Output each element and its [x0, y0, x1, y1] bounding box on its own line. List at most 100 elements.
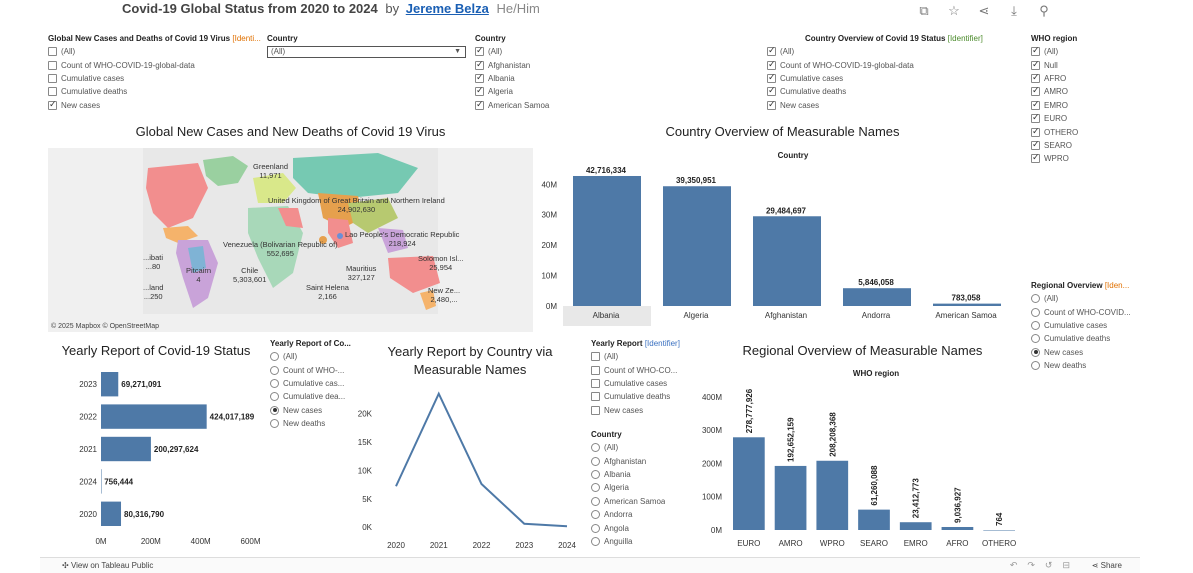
radio-item[interactable]: New deaths [270, 417, 351, 430]
radio-item[interactable]: Albania [591, 468, 665, 481]
checkbox-item[interactable]: Albania [475, 72, 549, 85]
radio-button[interactable] [1031, 307, 1040, 317]
bar[interactable] [753, 216, 821, 306]
checkbox-item[interactable]: New cases [767, 99, 983, 112]
checkbox-item[interactable]: Algeria [475, 85, 549, 98]
bar[interactable] [573, 175, 641, 306]
checkbox[interactable] [475, 59, 484, 70]
checkbox[interactable] [1031, 59, 1040, 70]
checkbox-item[interactable]: Afghanistan [475, 58, 549, 71]
checkbox[interactable] [48, 47, 57, 57]
checkbox[interactable] [1031, 99, 1040, 110]
author-link[interactable]: Jereme Belza [405, 1, 489, 16]
radio-button[interactable] [270, 378, 279, 388]
radio-button[interactable] [270, 392, 279, 402]
checkbox-item[interactable]: Cumulative deaths [767, 85, 983, 98]
checkbox[interactable] [767, 59, 776, 70]
checkbox-item[interactable]: New cases [48, 99, 261, 112]
bar[interactable] [101, 372, 119, 397]
checkbox-item[interactable]: Cumulative deaths [48, 85, 261, 98]
radio-button[interactable] [270, 352, 279, 362]
radio-button[interactable] [270, 419, 279, 429]
checkbox-item[interactable]: Count of WHO-COVID-19-global-data [767, 58, 983, 71]
bar[interactable] [941, 526, 974, 530]
checkbox[interactable] [475, 72, 484, 83]
checkbox-item[interactable]: Cumulative cases [767, 72, 983, 85]
radio-item[interactable]: Afghanistan [591, 454, 665, 467]
radio-item[interactable]: New cases [270, 404, 351, 417]
checkbox[interactable] [1031, 85, 1040, 97]
checkbox[interactable] [1031, 126, 1040, 137]
checkbox-item[interactable]: EMRO [1031, 99, 1078, 112]
checkbox-item[interactable]: (All) [591, 350, 680, 363]
bar[interactable] [933, 303, 1001, 306]
checkbox[interactable] [475, 99, 484, 110]
radio-button[interactable] [270, 405, 279, 415]
checkbox[interactable] [591, 405, 600, 415]
radio-button[interactable] [270, 365, 279, 375]
share-icon[interactable]: ⋖ [978, 3, 990, 18]
radio-button[interactable] [591, 469, 600, 479]
checkbox-item[interactable]: Cumulative deaths [591, 390, 680, 403]
checkbox[interactable] [475, 45, 484, 57]
checkbox[interactable] [1031, 45, 1040, 57]
radio-item[interactable]: Andorra [591, 508, 665, 521]
checkbox-item[interactable]: EURO [1031, 112, 1078, 125]
bar[interactable] [733, 437, 765, 530]
radio-item[interactable]: New cases [1031, 346, 1131, 359]
checkbox[interactable] [1031, 152, 1040, 164]
share-button[interactable]: ⋖ Share [1092, 561, 1122, 570]
checkbox-item[interactable]: Null [1031, 58, 1078, 71]
checkbox[interactable] [767, 72, 776, 83]
checkbox-item[interactable]: WPRO [1031, 152, 1078, 165]
checkbox-item[interactable]: (All) [1031, 45, 1078, 58]
checkbox-item[interactable]: AMRO [1031, 85, 1078, 98]
bar[interactable] [663, 186, 731, 306]
checkbox-item[interactable]: SEARO [1031, 139, 1078, 152]
checkbox-item[interactable]: (All) [48, 45, 261, 58]
radio-button[interactable] [591, 456, 600, 466]
download-icon[interactable]: ⤓ [1011, 3, 1017, 18]
bar[interactable] [899, 522, 932, 530]
checkbox[interactable] [767, 85, 776, 97]
checkbox-item[interactable]: Cumulative cases [48, 72, 261, 85]
checkbox-item[interactable]: American Samoa [475, 99, 549, 112]
radio-item[interactable]: Cumulative dea... [270, 390, 351, 403]
radio-button[interactable] [591, 443, 600, 453]
checkbox[interactable] [475, 85, 484, 97]
view-on-tableau-link[interactable]: ✣ View on Tableau Public [62, 561, 153, 570]
radio-item[interactable]: Anguilla [591, 535, 665, 548]
checkbox[interactable] [591, 365, 600, 375]
radio-button[interactable] [591, 483, 600, 493]
checkbox-item[interactable]: AFRO [1031, 72, 1078, 85]
checkbox-item[interactable]: OTHERO [1031, 125, 1078, 138]
radio-item[interactable]: Count of WHO-COVID... [1031, 305, 1131, 318]
series-line[interactable] [395, 391, 568, 528]
radio-button[interactable] [1031, 334, 1040, 344]
checkbox[interactable] [767, 45, 776, 57]
radio-button[interactable] [591, 536, 600, 546]
radio-button[interactable] [1031, 347, 1040, 357]
radio-button[interactable] [591, 496, 600, 506]
checkbox[interactable] [48, 73, 57, 83]
checkbox-item[interactable]: Count of WHO-COVID-19-global-data [48, 58, 261, 71]
checkbox[interactable] [1031, 72, 1040, 83]
checkbox-item[interactable]: Count of WHO-CO... [591, 363, 680, 376]
radio-item[interactable]: Algeria [591, 481, 665, 494]
bar[interactable] [983, 529, 1015, 531]
checkbox-item[interactable]: (All) [767, 45, 983, 58]
checkbox[interactable] [48, 99, 57, 110]
bar[interactable] [774, 465, 807, 530]
bar[interactable] [101, 404, 207, 429]
checkbox-item[interactable]: Cumulative cases [591, 377, 680, 390]
favorite-star-icon[interactable]: ☆ [948, 3, 960, 18]
radio-button[interactable] [1031, 361, 1040, 371]
badge-icon[interactable]: ⚲ [1039, 3, 1049, 18]
bar[interactable] [858, 509, 890, 530]
radio-item[interactable]: (All) [591, 441, 665, 454]
checkbox[interactable] [48, 60, 57, 70]
checkbox[interactable] [1031, 112, 1040, 124]
world-map[interactable]: Greenland 11,971 United Kingdom of Great B… [48, 148, 533, 332]
bar[interactable] [101, 501, 122, 526]
radio-item[interactable]: Angola [591, 521, 665, 534]
